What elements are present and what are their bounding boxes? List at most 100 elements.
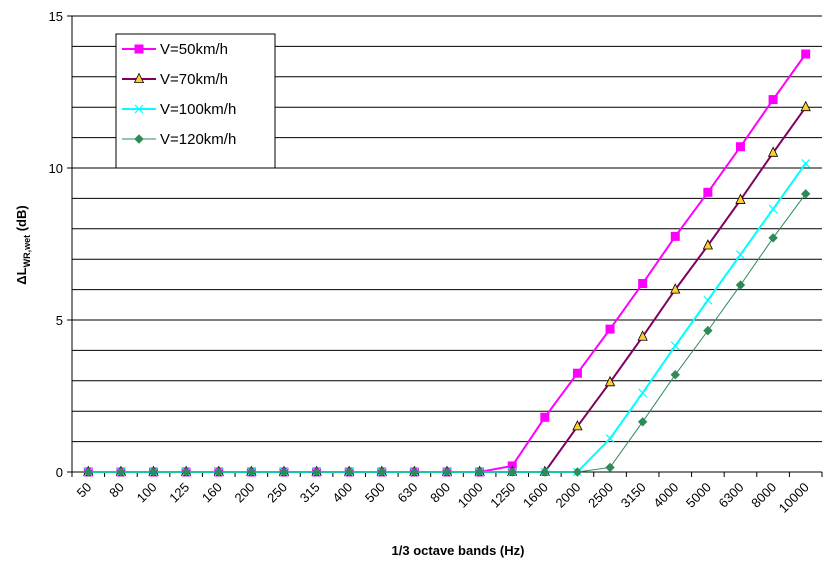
- data-point-triangle: [735, 193, 746, 204]
- legend: V=50km/h V=70km/h V=100km/h V=120km/h: [115, 33, 276, 169]
- data-point-triangle: [637, 330, 648, 341]
- data-point-diamond: [377, 467, 387, 477]
- data-point-diamond: [83, 467, 94, 477]
- legend-label: V=70km/h: [160, 71, 228, 88]
- legend-label: V=100km/h: [160, 101, 236, 118]
- x-axis-title: 1/3 octave bands (Hz): [392, 543, 525, 558]
- data-point-triangle: [702, 239, 714, 250]
- data-point-diamond: [148, 467, 159, 477]
- y-axis-title: ΔLWR,wet (dB): [14, 205, 32, 284]
- data-point-square: [540, 412, 550, 422]
- x-tick-label: 250: [264, 480, 290, 506]
- x-tick-label: 200: [232, 480, 258, 506]
- x-tick-label: 2500: [585, 480, 616, 511]
- x-tick-label: 1250: [487, 480, 518, 511]
- legend-label: V=120km/h: [160, 131, 236, 148]
- data-point-square: [134, 44, 144, 54]
- data-point-diamond: [181, 467, 191, 477]
- data-point-diamond: [409, 467, 420, 477]
- data-point-square: [605, 324, 615, 334]
- data-point-x: [736, 250, 745, 260]
- series-4: [83, 189, 811, 477]
- series-group: [83, 49, 811, 477]
- data-point-diamond: [670, 370, 680, 380]
- x-tick-label: 6300: [716, 480, 747, 511]
- x-tick-label: 2000: [552, 480, 583, 511]
- x-tick-label: 3150: [618, 480, 649, 511]
- data-point-square: [670, 231, 680, 241]
- data-point-diamond: [214, 467, 224, 477]
- y-tick-labels: 0 5 10 15: [49, 9, 63, 480]
- data-point-square: [735, 142, 745, 152]
- x-tick-label: 160: [199, 480, 225, 506]
- data-point-diamond: [735, 280, 746, 290]
- x-tick-label: 1000: [455, 480, 486, 511]
- y-axis-title-sub: WR,wet: [22, 235, 32, 268]
- x-tick-label: 500: [362, 480, 388, 506]
- data-point-diamond: [507, 467, 517, 477]
- data-point-diamond: [768, 233, 778, 243]
- legend-box: [115, 33, 276, 169]
- data-point-square: [703, 187, 713, 197]
- x-tick-label: 5000: [683, 480, 714, 511]
- x-tick-label: 315: [297, 480, 323, 506]
- x-tick-label: 50: [74, 480, 95, 501]
- data-point-diamond: [442, 467, 452, 477]
- data-point-diamond: [116, 467, 126, 477]
- x-tick-label: 8000: [748, 480, 779, 511]
- x-tick-labels: 50 80 100 125 160 200 250 315 400 500 630 800 1000 12…: [74, 480, 812, 516]
- data-point-triangle: [604, 375, 616, 387]
- y-axis-title-unit: (dB): [14, 205, 29, 235]
- data-point-x: [638, 388, 648, 398]
- data-point-x: [703, 295, 713, 305]
- data-point-triangle: [800, 100, 811, 112]
- data-point-triangle: [572, 420, 583, 431]
- x-tick-label: 800: [427, 480, 453, 506]
- x-tick-label: 10000: [776, 480, 812, 516]
- y-tick-label: 5: [56, 313, 63, 328]
- data-point-triangle: [670, 283, 681, 294]
- data-point-diamond: [279, 467, 289, 477]
- data-point-x: [605, 434, 615, 443]
- data-point-diamond: [134, 134, 144, 144]
- data-point-diamond: [311, 467, 322, 477]
- data-point-diamond: [246, 467, 257, 477]
- data-point-triangle: [133, 72, 145, 83]
- x-tick-label: 1600: [520, 480, 551, 511]
- legend-item: V=70km/h: [122, 71, 228, 88]
- data-point-diamond: [474, 467, 485, 477]
- series-line: [88, 193, 807, 473]
- data-point-x: [670, 341, 680, 351]
- x-tick-label: 100: [134, 480, 160, 506]
- legend-item: V=100km/h: [122, 101, 236, 118]
- x-tick-label: 125: [166, 480, 192, 506]
- x-tick-label: 400: [329, 480, 355, 506]
- data-point-diamond: [344, 467, 354, 477]
- legend-label: V=50km/h: [160, 41, 228, 58]
- legend-item: V=120km/h: [122, 131, 236, 148]
- series-line: [88, 162, 807, 473]
- data-point-triangle: [767, 146, 779, 157]
- data-point-square: [768, 95, 778, 105]
- legend-item: V=50km/h: [122, 41, 228, 58]
- y-tick-label: 0: [56, 465, 63, 480]
- y-tick-label: 15: [49, 9, 63, 24]
- data-point-square: [638, 279, 648, 289]
- data-point-diamond: [703, 325, 713, 336]
- x-tick-label: 4000: [650, 480, 681, 511]
- data-point-square: [801, 49, 811, 59]
- data-point-square: [572, 368, 582, 378]
- data-point-diamond: [605, 462, 615, 473]
- data-point-x: [768, 204, 778, 214]
- data-point-diamond: [540, 467, 550, 477]
- series-3: [83, 159, 811, 477]
- data-point-diamond: [637, 417, 648, 427]
- y-axis-title-main: ΔL: [14, 267, 29, 284]
- data-point-x: [134, 104, 144, 114]
- x-tick-label: 630: [395, 480, 421, 506]
- data-point-diamond: [800, 189, 811, 199]
- data-point-diamond: [572, 467, 583, 477]
- y-tick-label: 10: [49, 161, 63, 176]
- x-tick-label: 80: [106, 480, 127, 501]
